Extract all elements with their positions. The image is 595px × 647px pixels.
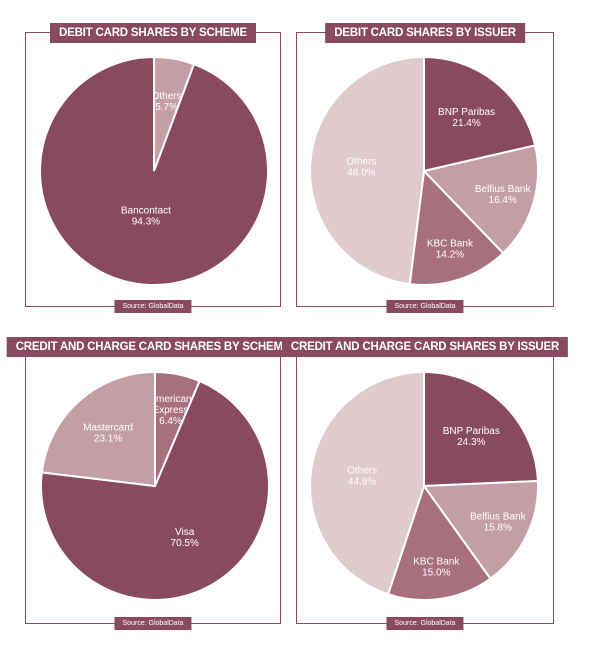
pie-slice-others [309,370,425,596]
chart-title: CREDIT AND CHARGE CARD SHARES BY ISSUER [281,337,569,357]
chart-title: DEBIT CARD SHARES BY ISSUER [325,23,525,43]
slice-label: Visa 70.5% [171,527,199,549]
source-note: Source: GlobalData [114,300,192,313]
slice-label: KBC Bank 14.2% [427,238,474,260]
source-note: Source: GlobalData [386,617,464,630]
pie-slice-bancontact [39,55,269,286]
source-note: Source: GlobalData [386,300,464,313]
pie-chart: Others 5.7% Bancontact 94.3% [39,55,269,286]
pie-slice-visa [40,379,270,601]
slice-label: Mastercard 23.1% [83,423,133,445]
pie-slice-bnp-paribas [423,55,537,173]
pie-slice-others [309,55,425,286]
chart-title: CREDIT AND CHARGE CARD SHARES BY SCHEME [6,337,300,357]
chart-panel-credit-scheme: CREDIT AND CHARGE CARD SHARES BY SCHEME … [6,337,300,630]
chart-panel-debit-scheme: DEBIT CARD SHARES BY SCHEME Others 5.7% Ba… [25,23,281,313]
slice-label: Belfius Bank 15.8% [470,511,527,533]
chart-panel-debit-issuer: DEBIT CARD SHARES BY ISSUER BNP Paribas 2… [296,23,554,313]
chart-panel-credit-issuer: CREDIT AND CHARGE CARD SHARES BY ISSUER … [281,337,569,630]
pie-chart: BNP Paribas 21.4% Belfius Bank 16.4% KBC Ban… [309,55,540,286]
slice-label: Bancontact 94.3% [121,205,171,227]
source-note: Source: GlobalData [114,617,192,630]
slice-label: BNP Paribas 21.4% [438,107,495,129]
slice-label: Others 44.9% [347,466,377,488]
pie-slice-kbc-bank [408,168,505,286]
chart-title: DEBIT CARD SHARES BY SCHEME [50,23,256,43]
pie-slice-mastercard [40,370,156,488]
slice-label: Others 48.0% [346,157,376,179]
slice-label: KBC Bank 15.0% [413,557,460,579]
slice-label: Others 5.7% [152,91,182,113]
slice-label: American Express 6.4% [149,394,191,427]
pie-slice-bnp-paribas [423,370,539,488]
slice-label: BNP Paribas 24.3% [443,426,500,448]
pie-chart: BNP Paribas 24.3% Belfius Bank 15.8% KBC Ban… [309,370,539,601]
slice-label: Belfius Bank 16.4% [475,184,532,206]
pie-chart: American Express 6.4% Visa 70.5% Mastercard 23… [40,370,270,601]
pie-slice-kbc-bank [386,483,492,601]
pie-slice-belfius-bank [422,479,539,581]
pie-slice-belfius-bank [422,144,540,255]
